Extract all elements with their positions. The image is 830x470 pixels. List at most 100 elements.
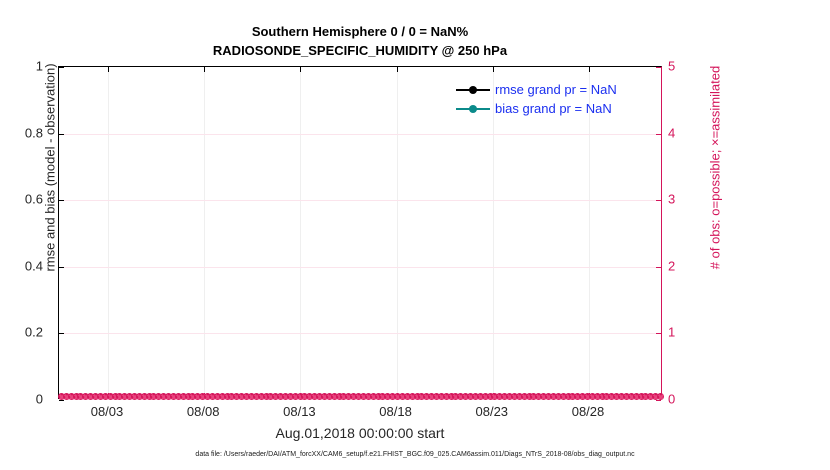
obs-possible-marker	[403, 393, 411, 400]
obs-assimilated-marker	[171, 394, 176, 399]
obs-assimilated-marker	[410, 394, 415, 399]
x-axis-tick-top	[300, 67, 301, 72]
obs-assimilated-marker	[590, 394, 595, 399]
obs-possible-marker	[262, 393, 270, 400]
x-axis-tick-top	[397, 67, 398, 72]
obs-possible-marker	[359, 393, 367, 400]
obs-possible-marker	[627, 393, 635, 400]
obs-assimilated-marker	[210, 394, 215, 399]
obs-assimilated-marker	[624, 394, 629, 399]
obs-assimilated-marker	[385, 394, 390, 399]
obs-assimilated-marker	[634, 394, 639, 399]
obs-possible-marker	[62, 393, 70, 400]
obs-assimilated-marker	[312, 394, 317, 399]
obs-assimilated-marker	[59, 394, 64, 399]
obs-assimilated-marker	[117, 394, 122, 399]
y-axis-right-ticklabel: 1	[668, 324, 676, 340]
obs-assimilated-marker	[332, 394, 337, 399]
obs-possible-marker	[457, 393, 465, 400]
obs-possible-marker	[379, 393, 387, 400]
obs-possible-marker	[515, 393, 523, 400]
obs-possible-marker	[77, 393, 85, 400]
obs-assimilated-marker	[595, 394, 600, 399]
obs-assimilated-marker	[113, 394, 118, 399]
obs-possible-marker	[350, 393, 358, 400]
obs-assimilated-marker	[629, 394, 634, 399]
obs-possible-marker	[418, 393, 426, 400]
obs-possible-marker	[364, 393, 372, 400]
obs-assimilated-marker	[580, 394, 585, 399]
y-axis-left-title: rmse and bias (model - observation)	[42, 63, 58, 272]
gridline-vertical	[300, 67, 301, 398]
obs-assimilated-marker	[390, 394, 395, 399]
obs-possible-marker	[301, 393, 309, 400]
x-axis-tick-top	[204, 67, 205, 72]
obs-assimilated-marker	[371, 394, 376, 399]
obs-assimilated-marker	[453, 394, 458, 399]
obs-possible-marker	[525, 393, 533, 400]
obs-assimilated-marker	[439, 394, 444, 399]
obs-assimilated-marker	[78, 394, 83, 399]
obs-possible-marker	[316, 393, 324, 400]
x-axis-ticklabel: 08/13	[283, 404, 316, 419]
obs-possible-marker	[169, 393, 177, 400]
obs-assimilated-marker	[244, 394, 249, 399]
obs-possible-marker	[320, 393, 328, 400]
obs-possible-marker	[520, 393, 528, 400]
obs-possible-marker	[160, 393, 168, 400]
obs-assimilated-marker	[346, 394, 351, 399]
obs-assimilated-marker	[74, 394, 79, 399]
gridline-vertical	[108, 67, 109, 398]
obs-assimilated-marker	[643, 394, 648, 399]
obs-possible-marker	[481, 393, 489, 400]
y-axis-right-tick	[656, 200, 661, 201]
obs-possible-marker	[277, 393, 285, 400]
obs-assimilated-marker	[614, 394, 619, 399]
obs-possible-marker	[184, 393, 192, 400]
obs-assimilated-marker	[268, 394, 273, 399]
y-axis-right-tick	[656, 67, 661, 68]
obs-assimilated-marker	[259, 394, 264, 399]
obs-assimilated-marker	[570, 394, 575, 399]
obs-assimilated-marker	[278, 394, 283, 399]
obs-possible-marker	[579, 393, 587, 400]
obs-assimilated-marker	[415, 394, 420, 399]
obs-possible-marker	[145, 393, 153, 400]
obs-assimilated-marker	[322, 394, 327, 399]
y-axis-left-ticklabel: 0.2	[24, 324, 43, 340]
obs-possible-marker	[389, 393, 397, 400]
obs-count-marker-band	[57, 393, 665, 402]
obs-assimilated-marker	[215, 394, 220, 399]
obs-possible-marker	[340, 393, 348, 400]
y-axis-left-ticklabel: 0.6	[24, 191, 43, 207]
obs-possible-marker	[369, 393, 377, 400]
legend-label-rmse: rmse grand pr = NaN	[495, 82, 617, 97]
obs-assimilated-marker	[151, 394, 156, 399]
obs-possible-marker	[194, 393, 202, 400]
obs-possible-marker	[126, 393, 134, 400]
y-axis-right-ticklabel: 5	[668, 58, 676, 74]
x-axis-tick-top	[108, 67, 109, 72]
obs-possible-marker	[165, 393, 173, 400]
obs-possible-marker	[413, 393, 421, 400]
legend-label-bias: bias grand pr = NaN	[495, 101, 612, 116]
obs-assimilated-marker	[473, 394, 478, 399]
obs-possible-marker	[238, 393, 246, 400]
obs-possible-marker	[437, 393, 445, 400]
obs-assimilated-marker	[88, 394, 93, 399]
x-axis-ticklabel: 08/23	[475, 404, 509, 419]
obs-assimilated-marker	[361, 394, 366, 399]
obs-possible-marker	[545, 393, 553, 400]
y-axis-right-ticklabel: 4	[668, 125, 676, 141]
obs-assimilated-marker	[551, 394, 556, 399]
obs-assimilated-marker	[351, 394, 356, 399]
obs-assimilated-marker	[478, 394, 483, 399]
gridline-vertical	[397, 67, 398, 398]
y-axis-left-ticklabels: 0 0.2 0.4 0.6 0.8 1	[0, 59, 51, 407]
legend-swatch-bias	[456, 102, 490, 116]
y-axis-right-title: # of obs: o=possible; ×=assimilated	[707, 65, 723, 270]
obs-possible-marker	[613, 393, 621, 400]
obs-assimilated-marker	[507, 394, 512, 399]
y-axis-left-ticklabel: 1	[35, 58, 43, 74]
